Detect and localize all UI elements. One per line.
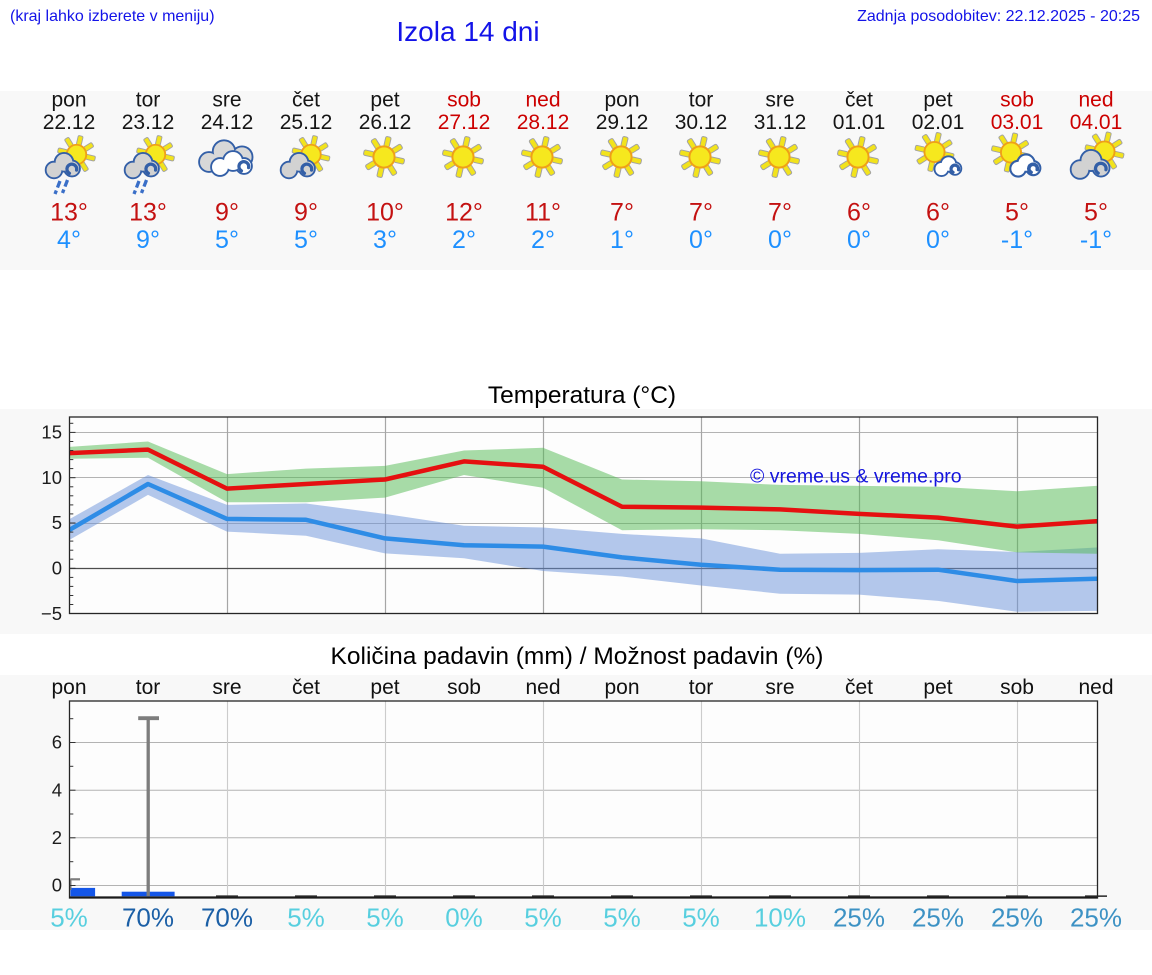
svg-text:6: 6 [52, 732, 62, 753]
svg-text:30.12: 30.12 [675, 111, 728, 134]
svg-text:0°: 0° [689, 226, 713, 254]
svg-text:70%: 70% [201, 903, 253, 931]
svg-text:10: 10 [41, 467, 62, 488]
svg-text:sob: sob [1000, 676, 1034, 699]
svg-text:pet: pet [923, 91, 952, 112]
svg-text:5%: 5% [287, 903, 325, 931]
svg-text:3°: 3° [373, 226, 397, 254]
svg-text:čet: čet [292, 91, 320, 112]
svg-text:ned: ned [525, 676, 560, 699]
svg-text:-1°: -1° [1001, 226, 1033, 254]
svg-text:pet: pet [370, 676, 399, 699]
svg-text:5%: 5% [603, 903, 641, 931]
svg-text:10%: 10% [754, 903, 806, 931]
svg-text:ned: ned [525, 91, 560, 112]
svg-text:sob: sob [447, 91, 481, 112]
svg-text:10°: 10° [366, 199, 404, 227]
svg-text:29.12: 29.12 [596, 111, 649, 134]
svg-text:sre: sre [765, 91, 794, 112]
svg-text:2: 2 [52, 827, 62, 848]
svg-text:22.12: 22.12 [43, 111, 96, 134]
svg-text:2°: 2° [531, 226, 555, 254]
svg-text:9°: 9° [294, 199, 318, 227]
svg-text:28.12: 28.12 [517, 111, 570, 134]
svg-text:0: 0 [52, 875, 62, 896]
svg-text:25%: 25% [991, 903, 1043, 931]
svg-text:čet: čet [845, 676, 873, 699]
svg-text:6°: 6° [847, 199, 871, 227]
svg-text:25%: 25% [833, 903, 885, 931]
svg-text:26.12: 26.12 [359, 111, 412, 134]
svg-text:pon: pon [51, 91, 86, 112]
svg-text:pon: pon [604, 676, 639, 699]
svg-text:tor: tor [689, 91, 714, 112]
svg-text:04.01: 04.01 [1070, 111, 1123, 134]
svg-text:24.12: 24.12 [201, 111, 254, 134]
svg-text:čet: čet [845, 91, 873, 112]
svg-text:0°: 0° [847, 226, 871, 254]
svg-text:tor: tor [689, 676, 714, 699]
svg-text:5: 5 [52, 512, 62, 533]
svg-text:pon: pon [51, 676, 86, 699]
svg-text:03.01: 03.01 [991, 111, 1044, 134]
svg-text:1°: 1° [610, 226, 634, 254]
svg-text:9°: 9° [215, 199, 239, 227]
svg-text:0%: 0% [445, 903, 483, 931]
svg-text:25.12: 25.12 [280, 111, 333, 134]
svg-text:pon: pon [604, 91, 639, 112]
svg-text:5°: 5° [1084, 199, 1108, 227]
svg-text:02.01: 02.01 [912, 111, 965, 134]
svg-text:pet: pet [923, 676, 952, 699]
svg-text:31.12: 31.12 [754, 111, 807, 134]
svg-text:0°: 0° [768, 226, 792, 254]
svg-text:sre: sre [212, 676, 241, 699]
svg-text:5%: 5% [682, 903, 720, 931]
svg-text:4°: 4° [57, 226, 81, 254]
svg-text:2°: 2° [452, 226, 476, 254]
svg-text:0°: 0° [926, 226, 950, 254]
svg-text:5°: 5° [294, 226, 318, 254]
svg-text:tor: tor [136, 676, 161, 699]
svg-text:sob: sob [447, 676, 481, 699]
svg-text:sob: sob [1000, 91, 1034, 112]
svg-text:ned: ned [1078, 91, 1113, 112]
svg-text:7°: 7° [610, 199, 634, 227]
svg-text:11°: 11° [525, 199, 561, 227]
svg-text:5°: 5° [1005, 199, 1029, 227]
svg-text:13°: 13° [129, 199, 167, 227]
svg-text:4: 4 [52, 779, 62, 800]
svg-text:0: 0 [52, 558, 62, 579]
svg-text:25%: 25% [912, 903, 964, 931]
svg-text:5%: 5% [366, 903, 404, 931]
svg-text:5%: 5% [524, 903, 562, 931]
svg-text:tor: tor [136, 91, 161, 112]
svg-text:-1°: -1° [1080, 226, 1112, 254]
svg-text:sre: sre [212, 91, 241, 112]
svg-text:čet: čet [292, 676, 320, 699]
svg-text:7°: 7° [768, 199, 792, 227]
svg-text:15: 15 [41, 422, 62, 443]
svg-text:© vreme.us & vreme.pro: © vreme.us & vreme.pro [750, 466, 962, 488]
svg-text:01.01: 01.01 [833, 111, 886, 134]
svg-text:sre: sre [765, 676, 794, 699]
svg-text:25%: 25% [1070, 903, 1122, 931]
svg-text:6°: 6° [926, 199, 950, 227]
svg-text:7°: 7° [689, 199, 713, 227]
svg-text:27.12: 27.12 [438, 111, 491, 134]
svg-text:12°: 12° [445, 199, 483, 227]
svg-text:5%: 5% [50, 903, 88, 931]
svg-text:5°: 5° [215, 226, 239, 254]
svg-text:pet: pet [370, 91, 399, 112]
svg-text:−5: −5 [41, 603, 62, 624]
svg-text:13°: 13° [50, 199, 88, 227]
svg-text:23.12: 23.12 [122, 111, 175, 134]
svg-text:70%: 70% [122, 903, 174, 931]
svg-text:9°: 9° [136, 226, 160, 254]
svg-text:ned: ned [1078, 676, 1113, 699]
